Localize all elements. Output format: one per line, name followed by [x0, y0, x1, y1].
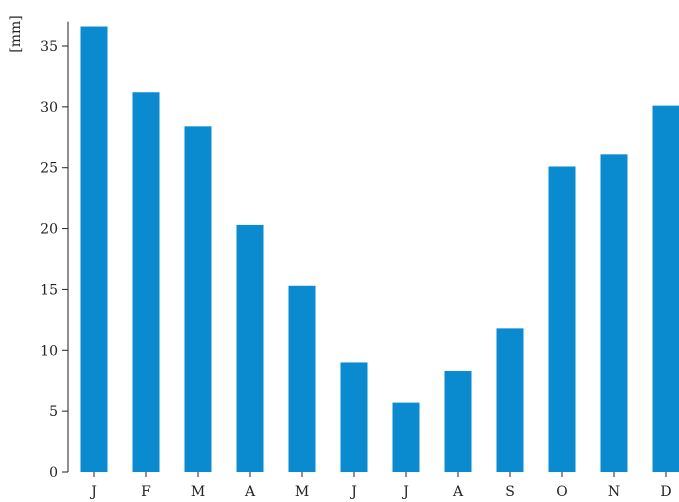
bar-o-10 — [548, 166, 576, 473]
y-tick-label: 30 — [40, 100, 58, 116]
y-axis: 0 5 10 15 20 25 30 35 — [40, 21, 69, 481]
bar-j-7 — [392, 402, 420, 472]
bar-m-5 — [288, 285, 316, 472]
bar-s-9 — [496, 328, 524, 472]
x-tick-label: M — [295, 484, 309, 500]
x-tick-label: J — [401, 484, 409, 500]
x-tick-label: J — [89, 484, 97, 500]
x-tick-label: M — [191, 484, 205, 500]
y-tick-label: 10 — [40, 343, 58, 359]
y-tick-label: 25 — [40, 161, 58, 177]
x-tick-label: N — [608, 484, 620, 500]
bar-j-1 — [80, 26, 108, 472]
bar-f-2 — [132, 92, 160, 472]
y-axis-label: [mm] — [8, 15, 24, 52]
y-tick-label: 5 — [49, 404, 58, 420]
bar-a-4 — [236, 224, 264, 472]
x-tick-label: O — [556, 484, 567, 500]
x-tick-label: F — [141, 484, 151, 500]
bar-j-6 — [340, 362, 368, 472]
x-tick-label: D — [660, 484, 671, 500]
y-tick-label: 15 — [40, 282, 58, 298]
bar-n-11 — [600, 154, 628, 472]
y-tick-label: 20 — [40, 222, 58, 238]
x-tick-label: J — [349, 484, 357, 500]
x-tick-label: S — [505, 484, 515, 500]
x-tick-label: A — [452, 484, 464, 500]
x-tick-label: A — [244, 484, 256, 500]
bar-m-3 — [184, 126, 212, 473]
y-tick-label: 35 — [40, 39, 58, 55]
y-tick-label: 0 — [49, 465, 58, 481]
bar-a-8 — [444, 370, 472, 472]
bars-group — [80, 26, 679, 473]
bar-d-12 — [652, 105, 679, 472]
